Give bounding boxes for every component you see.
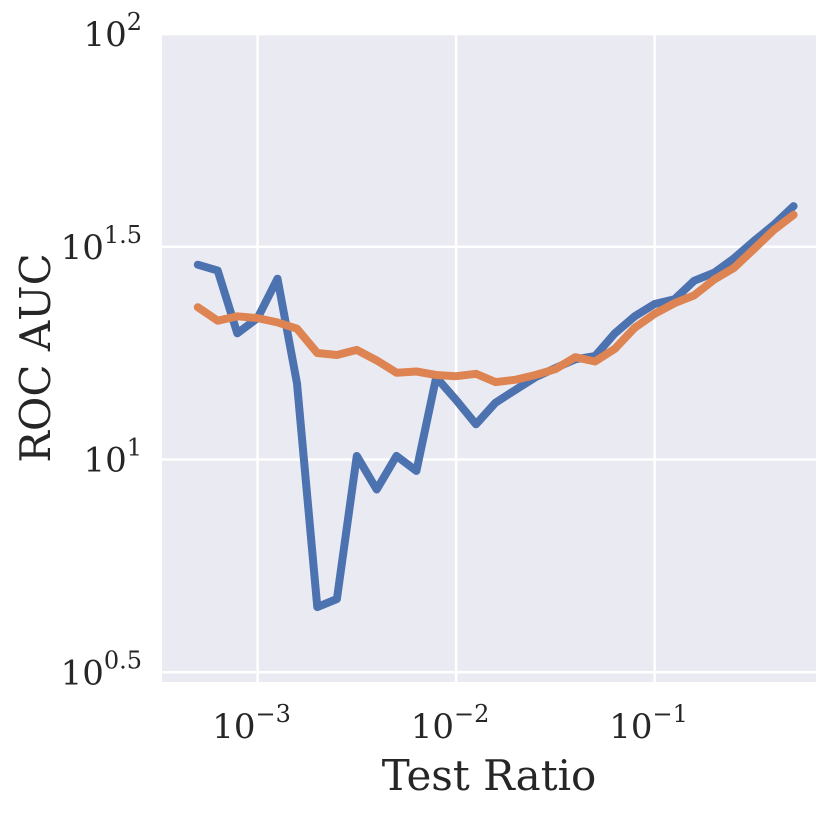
y-tick-exponent: 1 xyxy=(127,434,142,462)
x-tick-exponent: −1 xyxy=(653,700,688,728)
y-tick-label: 100.5 xyxy=(61,646,142,693)
y-tick-exponent: 2 xyxy=(127,8,142,36)
y-tick-base: 10 xyxy=(61,228,104,268)
y-tick-exponent: 1.5 xyxy=(104,221,142,249)
series-lines xyxy=(193,202,798,612)
x-tick-exponent: −2 xyxy=(454,700,489,728)
x-tick-base: 10 xyxy=(609,707,652,747)
y-axis-title: ROC AUC xyxy=(11,253,60,462)
y-tick-label: 101.5 xyxy=(61,221,142,268)
y-tick-base: 10 xyxy=(61,653,104,693)
series-line-1 xyxy=(193,202,798,612)
x-tick-base: 10 xyxy=(411,707,454,747)
x-tick-exponent: −3 xyxy=(256,700,291,728)
y-tick-base: 10 xyxy=(83,15,126,55)
x-tick-labels: 10−3 10−2 10−1 xyxy=(212,700,688,747)
x-tick-base: 10 xyxy=(212,707,255,747)
y-tick-label: 101 xyxy=(83,434,142,481)
x-axis-title: Test Ratio xyxy=(382,751,597,800)
plot-area xyxy=(162,34,816,682)
y-tick-base: 10 xyxy=(83,441,126,481)
y-tick-label: 102 xyxy=(83,8,142,55)
grid-lines xyxy=(162,32,816,682)
x-tick-label: 10−3 xyxy=(212,700,291,747)
x-tick-label: 10−2 xyxy=(411,700,490,747)
y-tick-exponent: 0.5 xyxy=(104,646,142,674)
x-tick-label: 10−1 xyxy=(609,700,688,747)
series-line-2 xyxy=(193,210,798,387)
